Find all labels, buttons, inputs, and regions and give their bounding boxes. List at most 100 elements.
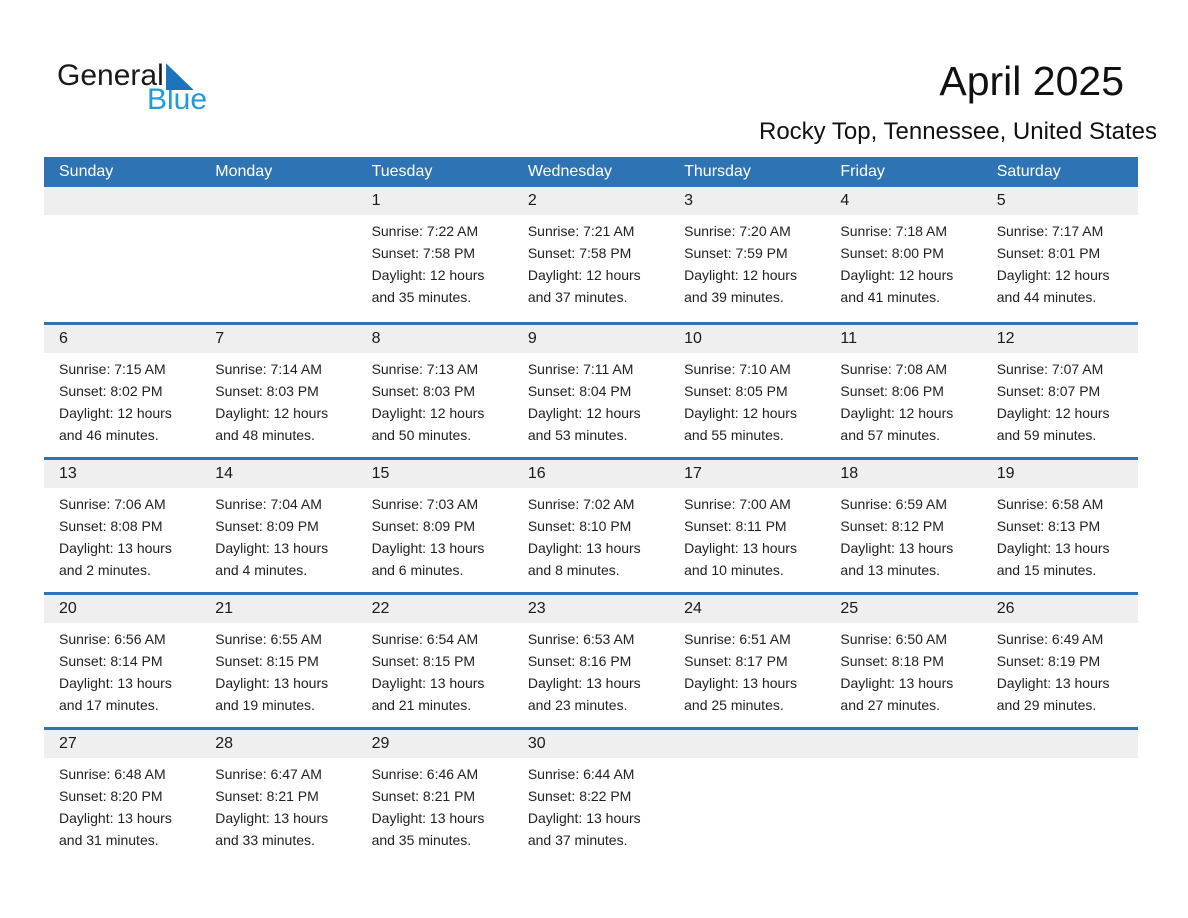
day-number: 19 xyxy=(981,460,1138,488)
day-number: 1 xyxy=(356,187,513,215)
day-cell-4: 4 Sunrise: 7:18 AM Sunset: 8:00 PM Daylight… xyxy=(825,187,982,322)
sunrise-text: Sunrise: 7:22 AM xyxy=(371,223,479,239)
sunrise-text: Sunrise: 7:14 AM xyxy=(215,361,322,377)
day-number xyxy=(981,730,1138,758)
day-cell-body: Sunrise: 6:56 AM Sunset: 8:14 PM Daylight:… xyxy=(44,623,200,716)
weekday-header-saturday: Saturday xyxy=(996,163,1061,180)
daylight-text-line2: and 53 minutes. xyxy=(527,427,628,443)
day-cell-body: Sunrise: 7:13 AM Sunset: 8:03 PM Daylight:… xyxy=(357,353,513,446)
day-cell-28: 28 Sunrise: 6:47 AM Sunset: 8:21 PM Dayligh… xyxy=(200,730,357,862)
sunset-text: Sunset: 8:06 PM xyxy=(840,383,944,399)
daylight-text-line2: and 17 minutes. xyxy=(59,697,159,713)
day-cell-15: 15 Sunrise: 7:03 AM Sunset: 8:09 PM Dayligh… xyxy=(356,460,513,592)
day-number: 29 xyxy=(356,730,513,758)
day-cell-18: 18 Sunrise: 6:59 AM Sunset: 8:12 PM Dayligh… xyxy=(825,460,982,592)
weekday-header-monday: Monday xyxy=(215,163,273,180)
day-cell-body: Sunrise: 7:18 AM Sunset: 8:00 PM Daylight:… xyxy=(825,215,981,308)
sunset-text: Sunset: 8:03 PM xyxy=(215,383,319,399)
sunrise-text: Sunrise: 6:44 AM xyxy=(527,766,635,782)
daylight-text-line1: Daylight: 13 hours xyxy=(527,810,641,826)
day-number: 2 xyxy=(512,187,670,215)
sunset-text: Sunset: 8:12 PM xyxy=(840,518,944,534)
day-cell-body: Sunrise: 7:22 AM Sunset: 7:58 PM Daylight:… xyxy=(357,215,513,308)
day-cell-empty xyxy=(44,187,201,322)
day-cell-body: Sunrise: 6:53 AM Sunset: 8:16 PM Daylight:… xyxy=(513,623,669,716)
sunset-text: Sunset: 8:14 PM xyxy=(59,653,163,669)
day-number: 24 xyxy=(669,595,826,623)
weekday-header-sunday: Sunday xyxy=(59,163,114,180)
daylight-text-line2: and 48 minutes. xyxy=(215,427,315,443)
day-cell-21: 21 Sunrise: 6:55 AM Sunset: 8:15 PM Dayligh… xyxy=(200,595,357,727)
day-cell-body xyxy=(200,215,356,220)
daylight-text-line1: Daylight: 12 hours xyxy=(527,405,641,421)
sunset-text: Sunset: 8:22 PM xyxy=(527,788,632,804)
sunrise-text: Sunrise: 6:48 AM xyxy=(59,766,166,782)
day-cell-body: Sunrise: 7:20 AM Sunset: 7:59 PM Daylight:… xyxy=(669,215,825,308)
daylight-text-line1: Daylight: 13 hours xyxy=(371,810,485,826)
day-number: 11 xyxy=(825,325,982,353)
daylight-text-line2: and 10 minutes. xyxy=(684,562,784,578)
day-cell-16: 16 Sunrise: 7:02 AM Sunset: 8:10 PM Dayligh… xyxy=(512,460,670,592)
sunrise-text: Sunrise: 6:56 AM xyxy=(59,631,166,647)
day-cell-empty xyxy=(981,730,1138,862)
daylight-text-line2: and 55 minutes. xyxy=(684,427,784,443)
week-row-1: 1 Sunrise: 7:22 AM Sunset: 7:58 PM Daylight… xyxy=(44,187,1138,322)
weekday-header-row: Sunday Monday Tuesday Wednesday Thursday Frid… xyxy=(44,157,1138,187)
logo-text-general: General xyxy=(57,59,164,92)
day-cell-body: Sunrise: 7:00 AM Sunset: 8:11 PM Daylight:… xyxy=(669,488,825,581)
daylight-text-line2: and 25 minutes. xyxy=(684,697,784,713)
daylight-text-line1: Daylight: 13 hours xyxy=(996,540,1110,556)
day-number: 12 xyxy=(981,325,1138,353)
daylight-text-line1: Daylight: 12 hours xyxy=(684,267,797,283)
day-cell-body: Sunrise: 7:06 AM Sunset: 8:08 PM Daylight:… xyxy=(44,488,200,581)
day-number: 22 xyxy=(356,595,513,623)
daylight-text-line1: Daylight: 13 hours xyxy=(840,675,954,691)
day-cell-body: Sunrise: 6:47 AM Sunset: 8:21 PM Daylight:… xyxy=(200,758,356,851)
day-cell-10: 10 Sunrise: 7:10 AM Sunset: 8:05 PM Dayligh… xyxy=(669,325,826,457)
day-number: 20 xyxy=(44,595,201,623)
sunset-text: Sunset: 8:09 PM xyxy=(371,518,476,534)
day-cell-29: 29 Sunrise: 6:46 AM Sunset: 8:21 PM Dayligh… xyxy=(356,730,513,862)
sunrise-text: Sunrise: 6:49 AM xyxy=(996,631,1104,647)
day-cell-body: Sunrise: 7:14 AM Sunset: 8:03 PM Daylight:… xyxy=(200,353,356,446)
day-cell-23: 23 Sunrise: 6:53 AM Sunset: 8:16 PM Dayligh… xyxy=(512,595,670,727)
daylight-text-line2: and 15 minutes. xyxy=(996,562,1097,578)
day-cell-7: 7 Sunrise: 7:14 AM Sunset: 8:03 PM Daylight… xyxy=(200,325,357,457)
sunset-text: Sunset: 8:05 PM xyxy=(684,383,788,399)
week-row-4: 20 Sunrise: 6:56 AM Sunset: 8:14 PM Dayligh… xyxy=(44,592,1138,727)
sunset-text: Sunset: 8:11 PM xyxy=(684,518,787,534)
day-cell-body: Sunrise: 7:08 AM Sunset: 8:06 PM Daylight:… xyxy=(825,353,981,446)
day-cell-body: Sunrise: 7:07 AM Sunset: 8:07 PM Daylight:… xyxy=(982,353,1138,446)
day-cell-body: Sunrise: 6:49 AM Sunset: 8:19 PM Daylight:… xyxy=(982,623,1138,716)
day-number: 6 xyxy=(44,325,201,353)
daylight-text-line1: Daylight: 13 hours xyxy=(371,540,485,556)
daylight-text-line1: Daylight: 12 hours xyxy=(996,405,1110,421)
day-number: 28 xyxy=(200,730,357,758)
week-row-3: 13 Sunrise: 7:06 AM Sunset: 8:08 PM Dayligh… xyxy=(44,457,1138,592)
daylight-text-line2: and 6 minutes. xyxy=(371,562,464,578)
sunrise-text: Sunrise: 6:53 AM xyxy=(527,631,635,647)
sunset-text: Sunset: 8:09 PM xyxy=(215,518,319,534)
sunrise-text: Sunrise: 6:55 AM xyxy=(215,631,322,647)
sunset-text: Sunset: 8:10 PM xyxy=(527,518,632,534)
day-cell-26: 26 Sunrise: 6:49 AM Sunset: 8:19 PM Dayligh… xyxy=(981,595,1138,727)
daylight-text-line2: and 19 minutes. xyxy=(215,697,315,713)
daylight-text-line2: and 31 minutes. xyxy=(59,832,159,848)
daylight-text-line2: and 37 minutes. xyxy=(527,832,628,848)
day-cell-body: Sunrise: 7:21 AM Sunset: 7:58 PM Daylight:… xyxy=(513,215,669,308)
sunset-text: Sunset: 8:13 PM xyxy=(996,518,1101,534)
day-cell-5: 5 Sunrise: 7:17 AM Sunset: 8:01 PM Daylight… xyxy=(981,187,1138,322)
daylight-text-line1: Daylight: 12 hours xyxy=(996,267,1110,283)
daylight-text-line2: and 23 minutes. xyxy=(527,697,628,713)
sunset-text: Sunset: 8:21 PM xyxy=(371,788,476,804)
daylight-text-line2: and 8 minutes. xyxy=(527,562,620,578)
day-cell-20: 20 Sunrise: 6:56 AM Sunset: 8:14 PM Dayligh… xyxy=(44,595,201,727)
sunset-text: Sunset: 8:00 PM xyxy=(840,245,944,261)
sunset-text: Sunset: 8:08 PM xyxy=(59,518,163,534)
day-number: 27 xyxy=(44,730,201,758)
daylight-text-line2: and 46 minutes. xyxy=(59,427,159,443)
day-number xyxy=(200,187,357,215)
day-cell-body xyxy=(825,758,981,763)
day-cell-body: Sunrise: 6:59 AM Sunset: 8:12 PM Daylight:… xyxy=(825,488,981,581)
week-row-5: 27 Sunrise: 6:48 AM Sunset: 8:20 PM Dayligh… xyxy=(44,727,1138,862)
